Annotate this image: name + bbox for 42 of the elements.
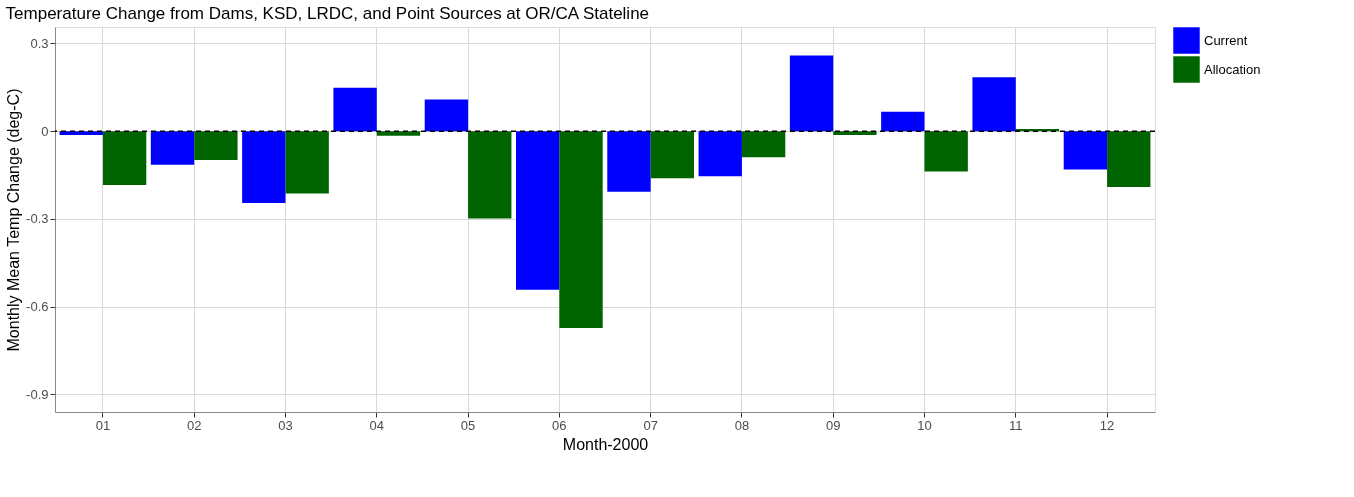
bar — [285, 131, 329, 194]
bar — [650, 131, 694, 179]
bar — [468, 131, 512, 219]
bar — [607, 131, 651, 192]
y-tick-label: 0 — [41, 123, 49, 139]
x-tick-label: 03 — [278, 417, 293, 433]
x-tick-label: 07 — [643, 417, 658, 433]
x-tick-label: 05 — [460, 417, 476, 433]
bar — [924, 131, 968, 172]
x-tick-label: 09 — [825, 417, 841, 433]
y-tick-label: -0.3 — [26, 211, 49, 227]
y-tick-label: -0.6 — [26, 299, 49, 315]
x-tick-label: 04 — [369, 417, 385, 433]
bar — [242, 131, 286, 204]
bar — [194, 131, 238, 161]
bar — [150, 131, 195, 165]
chart-title: Temperature Change from Dams, KSD, LRDC, and Point Sources at OR/CA Stateline — [5, 4, 650, 23]
bar — [741, 131, 786, 158]
x-axis-title: Month-2000 — [562, 435, 649, 453]
bar — [333, 87, 377, 132]
x-tick-label: 06 — [552, 417, 567, 433]
bar — [424, 99, 469, 132]
bar — [1107, 131, 1151, 188]
bar — [559, 131, 603, 329]
bar — [102, 131, 147, 185]
x-tick-label: 02 — [186, 417, 202, 433]
y-tick-label: 0.3 — [30, 35, 49, 51]
legend-label: Allocation — [1204, 61, 1261, 77]
x-tick-label: 01 — [95, 417, 111, 433]
x-tick-label: 11 — [1009, 417, 1023, 433]
y-tick-label: -0.9 — [26, 386, 49, 402]
legend-label: Current — [1204, 32, 1248, 48]
x-tick-label: 10 — [917, 417, 932, 433]
bar — [972, 77, 1016, 132]
bar — [1063, 131, 1108, 170]
y-axis-title: Monthly Mean Temp Change (deg-C) — [5, 88, 23, 352]
bar — [881, 111, 925, 132]
x-tick-label: 12 — [1099, 417, 1115, 433]
bar — [516, 131, 560, 290]
bar — [698, 131, 742, 177]
x-tick-label: 08 — [734, 417, 750, 433]
bar — [789, 55, 834, 132]
